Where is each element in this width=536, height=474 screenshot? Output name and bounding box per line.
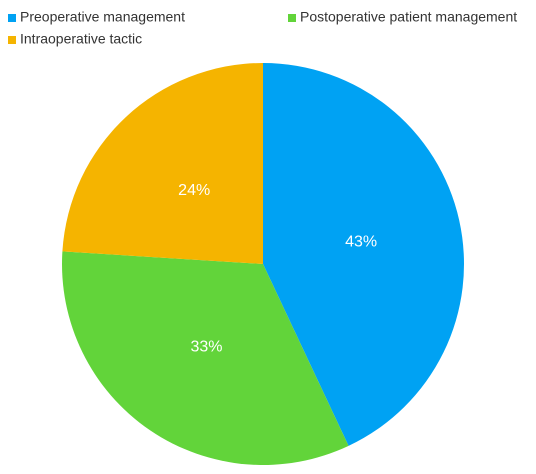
legend-swatch [288,14,296,22]
slice-label: 24% [178,182,210,199]
pie-slice [62,63,263,264]
legend-label: Intraoperative tactic [20,31,142,47]
pie-slice [62,251,349,465]
slice-label: 33% [190,338,222,355]
legend-label: Preoperative management [20,9,185,25]
slice-label: 43% [345,233,377,250]
pie-slice [263,63,464,446]
legend-swatch [8,36,16,44]
legend-swatch [8,14,16,22]
legend-label: Postoperative patient management [300,9,517,25]
